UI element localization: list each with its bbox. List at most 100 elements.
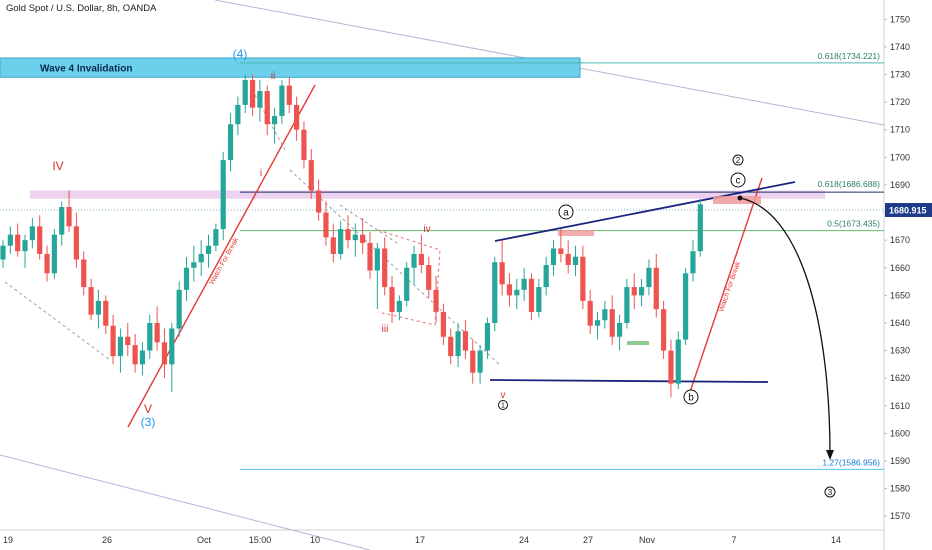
candle-body: [462, 331, 469, 351]
candle-body: [257, 91, 263, 108]
candle-body: [0, 245, 6, 260]
y-tick-label: 1600: [890, 428, 910, 438]
projection-curve: [739, 197, 831, 456]
wave-circled-3-label: 3: [828, 488, 833, 497]
candle-body: [279, 85, 285, 116]
fib-label-127: 1.27(1586.956): [822, 457, 880, 467]
candle-body: [125, 336, 131, 346]
candle-body: [147, 322, 153, 351]
x-tick-label: Oct: [197, 535, 212, 545]
candle-body: [374, 248, 380, 271]
dashed-channel-1: [4, 281, 111, 361]
candle-body: [51, 234, 57, 274]
candle-body: [29, 226, 35, 241]
sub-wave-iii-label: iii: [382, 324, 389, 335]
candle-body: [330, 237, 336, 254]
candle-body: [139, 350, 146, 365]
wave-circled-a-label: a: [563, 208, 569, 219]
candle-body: [690, 251, 696, 274]
candle-body: [404, 267, 410, 301]
triangle-upper-line: [494, 181, 796, 242]
candle-body: [360, 234, 366, 243]
candle-body: [59, 207, 65, 235]
y-tick-label: 1720: [890, 97, 910, 107]
x-tick-label: 17: [415, 535, 425, 545]
wave-circled-1-circle: [498, 400, 508, 410]
candle-body: [301, 129, 307, 161]
wave-circled-b-label: b: [688, 393, 694, 404]
y-tick-label: 1620: [890, 373, 910, 383]
channel-lower-line: [0, 454, 371, 550]
candle-body: [448, 336, 454, 357]
last-price-tag: [885, 203, 932, 218]
candle-body: [484, 322, 491, 351]
candle-body: [609, 309, 615, 337]
x-tick-label: 19: [3, 535, 13, 545]
y-tick-label: 1590: [890, 456, 910, 466]
wave-circled-c-label: c: [736, 176, 741, 187]
wave-circled-3-circle: [824, 486, 836, 498]
sub-wave-iv-label: iv: [423, 224, 430, 235]
candle-body: [646, 267, 652, 288]
wave-circled-a-circle: [558, 204, 574, 220]
candle-body: [308, 160, 314, 191]
chart-title: Gold Spot / U.S. Dollar, 8h, OANDA: [4, 3, 159, 14]
candle-body: [521, 278, 527, 290]
candle-body: [492, 262, 498, 323]
candle-body: [653, 267, 659, 310]
candle-body: [477, 350, 483, 373]
candle-body: [602, 309, 608, 321]
candle-body: [683, 273, 689, 340]
x-tick-label: 15:00: [249, 535, 272, 545]
candle-body: [411, 253, 417, 268]
wave-3-label: (3): [141, 415, 156, 429]
x-tick-label: Nov: [639, 535, 656, 545]
y-tick-label: 1610: [890, 401, 910, 411]
candle-body: [382, 248, 388, 288]
candle-body: [7, 234, 13, 246]
candle-body: [536, 287, 542, 312]
sub-wave-triangle: [377, 229, 441, 326]
wave-circled-2-circle: [732, 154, 744, 166]
candle-body: [161, 342, 168, 365]
candle-body: [338, 229, 344, 254]
candle-body: [132, 345, 138, 365]
projection-arrowhead: [826, 450, 834, 460]
dashed-channel-3: [339, 204, 401, 246]
candle-body: [396, 300, 402, 312]
x-tick-label: 7: [731, 535, 736, 545]
candle-body: [323, 212, 329, 238]
candle-body: [433, 289, 439, 312]
dashed-channel-4: [254, 94, 286, 151]
candle-body: [286, 85, 292, 105]
candle-body: [44, 253, 50, 274]
candle-body: [389, 287, 395, 312]
y-tick-label: 1660: [890, 263, 910, 273]
y-tick-label: 1650: [890, 290, 910, 300]
candle-body: [227, 124, 234, 161]
y-tick-label: 1750: [890, 14, 910, 24]
y-tick-label: 1570: [890, 511, 910, 521]
wave-iv-label: IV: [52, 159, 63, 173]
candle-body: [543, 265, 549, 288]
candle-body: [205, 245, 212, 254]
candle-body: [455, 331, 461, 357]
candle-body: [550, 248, 557, 265]
candle-body: [264, 91, 270, 125]
candle-body: [294, 104, 300, 130]
candle-body: [117, 336, 124, 357]
y-tick-label: 1630: [890, 346, 910, 356]
candle-body: [249, 80, 256, 108]
candle-body: [191, 262, 197, 268]
sub-wave-i-label: i: [260, 168, 262, 179]
candle-body: [37, 226, 43, 254]
x-tick-label: 26: [102, 535, 112, 545]
wave-circled-b-circle: [683, 389, 699, 405]
candle-body: [81, 259, 87, 288]
candle-body: [675, 339, 681, 384]
candle-body: [558, 248, 564, 254]
candle-body: [594, 320, 601, 326]
candle-body: [169, 328, 175, 365]
